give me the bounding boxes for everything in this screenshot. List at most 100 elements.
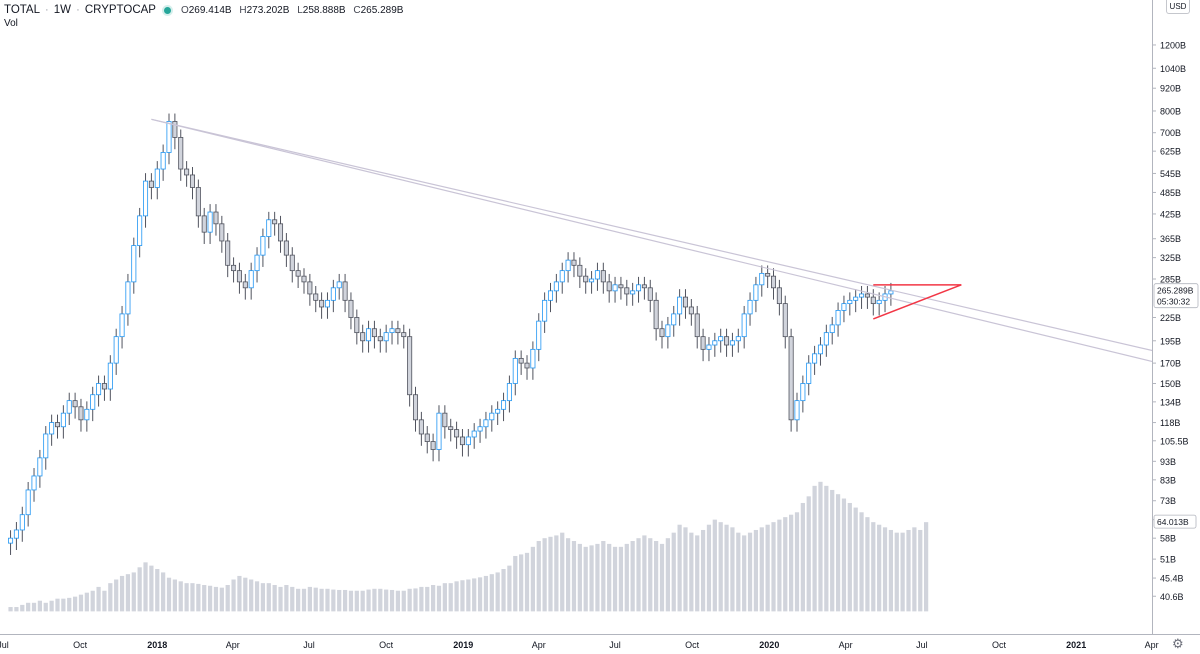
open-key: O xyxy=(180,4,189,16)
volume-bar xyxy=(372,588,377,612)
volume-bar xyxy=(554,535,559,612)
candle-up xyxy=(489,412,495,421)
volume-bars xyxy=(8,481,929,612)
currency-button[interactable]: USD xyxy=(1166,0,1190,14)
volume-bar xyxy=(677,524,682,612)
volume-bar xyxy=(483,575,489,612)
volume-bar xyxy=(571,541,577,612)
candle-down xyxy=(412,394,419,421)
high-key: H xyxy=(239,4,247,16)
candle-down xyxy=(72,400,78,408)
volume-bar xyxy=(753,529,759,612)
candle-down xyxy=(172,121,178,138)
market-status-icon[interactable] xyxy=(163,6,171,14)
volume-bar xyxy=(700,529,706,612)
volume-bar xyxy=(278,586,283,612)
symbol-name[interactable]: TOTAL xyxy=(4,4,40,16)
volume-bar xyxy=(865,517,870,612)
volume-bar xyxy=(366,589,371,612)
y-tick-label: 225B xyxy=(1160,313,1181,323)
candle-down xyxy=(688,306,694,315)
volume-bar xyxy=(249,579,254,612)
interval[interactable]: 1W xyxy=(53,4,72,16)
x-tick-label: 2021 xyxy=(1066,640,1086,650)
volume-bar xyxy=(536,541,541,612)
volume-bar xyxy=(759,527,764,612)
candle-down xyxy=(765,272,771,277)
volume-legend[interactable]: Vol xyxy=(4,18,18,29)
candle-down xyxy=(518,357,524,364)
volume-bar xyxy=(577,543,582,612)
volume-bar xyxy=(296,588,301,612)
candle-down xyxy=(659,328,665,338)
candle-down xyxy=(219,223,225,242)
candle-up xyxy=(817,344,823,355)
candle-up xyxy=(143,180,149,217)
volume-bar xyxy=(425,586,430,612)
volume-bar xyxy=(654,541,659,612)
candle-up xyxy=(84,408,90,421)
volume-bar xyxy=(301,588,307,612)
volume-bar xyxy=(207,585,213,612)
candle-up xyxy=(119,313,125,338)
candle-down xyxy=(788,336,794,421)
candle-up xyxy=(729,340,735,346)
candle-up xyxy=(125,281,131,315)
candle-down xyxy=(407,336,413,396)
price-badge-countdown: 05:30:32 xyxy=(1157,297,1190,307)
candle-down xyxy=(225,240,231,266)
x-tick-label: Apr xyxy=(839,640,853,650)
candle-up xyxy=(589,278,595,283)
candle-up xyxy=(794,400,800,421)
y-tick-label: 118B xyxy=(1160,418,1180,428)
volume-bar xyxy=(724,524,729,612)
volume-bar xyxy=(348,590,354,612)
y-tick-label: 1200B xyxy=(1160,40,1186,50)
candle-up xyxy=(735,336,741,342)
open-value: 269.414B xyxy=(188,4,232,16)
candle-up xyxy=(90,394,96,410)
volume-bar xyxy=(912,527,917,612)
candle-up xyxy=(512,357,518,384)
candle-down xyxy=(178,137,184,170)
y-tick-label: 545B xyxy=(1160,169,1181,179)
candle-up xyxy=(31,475,37,491)
candle-up xyxy=(536,320,542,350)
price-candles xyxy=(8,113,894,555)
volume-bar xyxy=(266,583,271,612)
volume-bar xyxy=(530,546,535,612)
volume-bar xyxy=(96,586,101,612)
y-tick-label: 150B xyxy=(1160,379,1181,389)
volume-bar xyxy=(794,512,800,612)
x-tick-label: Jul xyxy=(303,640,315,650)
volume-bar xyxy=(689,532,694,612)
candle-up xyxy=(483,419,489,428)
volume-bar xyxy=(313,587,318,612)
gear-icon[interactable]: ⚙ xyxy=(1172,636,1184,651)
volume-bar xyxy=(501,568,506,612)
volume-bar xyxy=(342,589,348,612)
y-tick-label: 700B xyxy=(1160,128,1181,138)
volume-bar xyxy=(771,522,776,612)
candle-down xyxy=(776,287,782,305)
volume-bar xyxy=(765,524,770,612)
candle-down xyxy=(395,328,401,334)
volume-bar xyxy=(442,583,447,612)
candle-up xyxy=(677,296,683,315)
volume-bar xyxy=(431,585,436,612)
volume-bar xyxy=(14,607,19,612)
candle-down xyxy=(606,281,612,292)
volume-bar xyxy=(325,588,330,612)
candle-up xyxy=(477,426,483,432)
volume-bar xyxy=(841,498,847,612)
candle-up xyxy=(131,245,137,283)
candle-up xyxy=(671,313,677,326)
volume-bar xyxy=(419,586,424,612)
volume-bar xyxy=(172,579,177,612)
volume-bar xyxy=(859,512,864,612)
volume-bar xyxy=(513,555,518,612)
candle-up xyxy=(847,299,853,305)
volume-bar xyxy=(143,562,148,612)
candle-up xyxy=(366,328,372,342)
